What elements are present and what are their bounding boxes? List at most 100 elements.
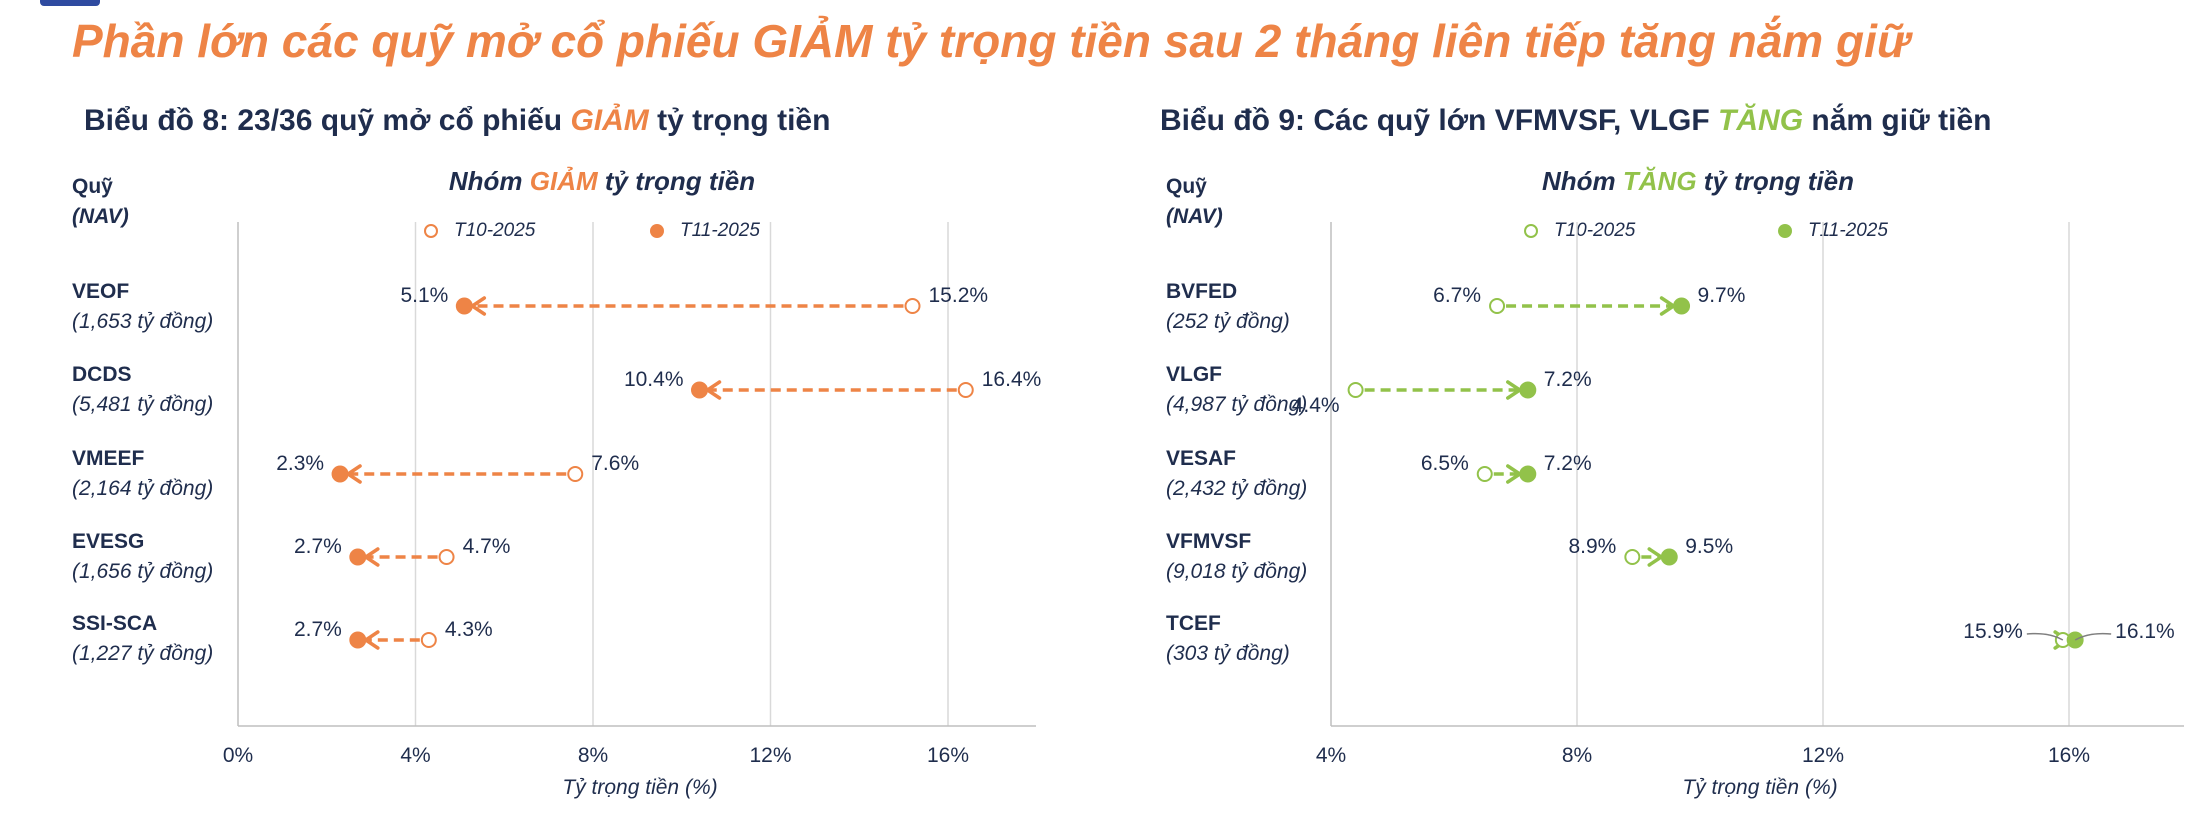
x-tick-label: 16% bbox=[2048, 744, 2090, 767]
chart-9-fund-label: BVFED (252 tỷ đồng) bbox=[1166, 277, 1290, 337]
t11-marker bbox=[1519, 465, 1537, 483]
t10-value-label: 7.6% bbox=[591, 452, 639, 475]
legend-filled-circle-icon bbox=[1778, 224, 1792, 238]
fund-nav: (2,432 tỷ đồng) bbox=[1166, 477, 1308, 500]
t11-value-label: 9.7% bbox=[1698, 284, 1746, 307]
x-tick-label: 16% bbox=[927, 744, 969, 767]
fund-name: BVFED bbox=[1166, 280, 1238, 303]
t10-value-label: 15.2% bbox=[929, 284, 989, 307]
page-title: Phần lớn các quỹ mở cổ phiếu GIẢM tỷ trọ… bbox=[72, 15, 1910, 67]
fund-name: EVESG bbox=[72, 530, 145, 553]
t11-marker bbox=[349, 631, 367, 649]
chart-8-title-suffix: tỷ trọng tiền bbox=[648, 104, 831, 137]
chart-9-y-header-name: Quỹ bbox=[1166, 175, 1207, 198]
chart-9-legend-t10-label: T10-2025 bbox=[1554, 220, 1636, 241]
chart-9-y-header-sub: (NAV) bbox=[1166, 205, 1223, 228]
chart-8-legend-t10: T10-2025 bbox=[424, 220, 535, 242]
fund-name: SSI-SCA bbox=[72, 612, 158, 635]
t11-value-label: 7.2% bbox=[1544, 452, 1592, 475]
chart-9-fund-label: VESAF (2,432 tỷ đồng) bbox=[1166, 444, 1307, 504]
fund-name: VLGF bbox=[1166, 363, 1222, 386]
chart-9-legend-t10: T10-2025 bbox=[1524, 220, 1635, 242]
fund-nav: (1,653 tỷ đồng) bbox=[72, 310, 214, 333]
t10-marker bbox=[438, 549, 455, 565]
leader-line bbox=[2074, 632, 2112, 641]
chart-9-legend-t11-label: T11-2025 bbox=[1808, 220, 1888, 241]
t10-marker bbox=[1489, 298, 1506, 314]
chart-9-y-header: Quỹ (NAV) bbox=[1166, 172, 1223, 232]
t11-marker bbox=[1673, 297, 1691, 315]
t11-marker bbox=[331, 465, 349, 483]
chart-8-fund-label: DCDS (5,481 tỷ đồng) bbox=[72, 360, 213, 420]
x-tick-label: 8% bbox=[1562, 744, 1592, 767]
x-tick-label: 4% bbox=[400, 744, 430, 767]
x-tick-label: 0% bbox=[223, 744, 253, 767]
chart-8-legend-t10-label: T10-2025 bbox=[454, 220, 536, 241]
t10-marker bbox=[1624, 549, 1641, 565]
fund-nav: (2,164 tỷ đồng) bbox=[72, 477, 214, 500]
t10-value-label: 16.4% bbox=[982, 368, 1042, 391]
t11-marker bbox=[455, 297, 473, 315]
chart-8-title: Biểu đồ 8: 23/36 quỹ mở cổ phiếu GIẢM tỷ… bbox=[84, 104, 830, 138]
t11-value-label: 5.1% bbox=[400, 284, 448, 307]
t10-value-label: 4.3% bbox=[445, 618, 493, 641]
chart-9-fund-label: TCEF (303 tỷ đồng) bbox=[1166, 609, 1290, 669]
t10-value-label: 6.5% bbox=[1421, 452, 1469, 475]
chart-9-group-suffix: tỷ trọng tiền bbox=[1696, 166, 1854, 196]
t11-marker bbox=[349, 548, 367, 566]
chart-9-title: Biểu đồ 9: Các quỹ lớn VFMVSF, VLGF TĂNG… bbox=[1160, 104, 1991, 138]
t11-marker bbox=[691, 381, 708, 399]
chart-9-group-prefix: Nhóm bbox=[1542, 166, 1623, 196]
chart-8-legend-t11-label: T11-2025 bbox=[680, 220, 760, 241]
t10-marker bbox=[957, 382, 974, 398]
t10-value-label: 6.7% bbox=[1433, 284, 1481, 307]
chart-9-title-highlight: TĂNG bbox=[1718, 104, 1804, 137]
fund-nav: (303 tỷ đồng) bbox=[1166, 642, 1290, 665]
fund-nav: (9,018 tỷ đồng) bbox=[1166, 560, 1308, 583]
chart-9-group-title: Nhóm TĂNG tỷ trọng tiền bbox=[1542, 166, 1854, 197]
t10-marker bbox=[567, 466, 584, 482]
fund-nav: (1,227 tỷ đồng) bbox=[72, 642, 214, 665]
chart-8-fund-label: SSI-SCA (1,227 tỷ đồng) bbox=[72, 609, 213, 669]
fund-name: DCDS bbox=[72, 363, 132, 386]
t10-value-label: 4.7% bbox=[463, 535, 511, 558]
chart-9-fund-label: VFMVSF (9,018 tỷ đồng) bbox=[1166, 527, 1307, 587]
t11-value-label: 2.7% bbox=[294, 535, 342, 558]
chart-9-group-highlight: TĂNG bbox=[1622, 166, 1697, 196]
x-tick-label: 8% bbox=[578, 744, 608, 767]
legend-open-circle-icon bbox=[1524, 224, 1538, 238]
fund-name: VMEEF bbox=[72, 447, 145, 470]
fund-nav: (5,481 tỷ đồng) bbox=[72, 393, 214, 416]
chart-8-group-highlight: GIẢM bbox=[529, 166, 598, 196]
chart-8-y-header: Quỹ (NAV) bbox=[72, 172, 129, 232]
fund-nav: (4,987 tỷ đồng) bbox=[1166, 393, 1308, 416]
t11-value-label: 9.5% bbox=[1685, 535, 1733, 558]
fund-name: VEOF bbox=[72, 280, 130, 303]
t11-value-label: 10.4% bbox=[624, 368, 684, 391]
chart-8-group-suffix: tỷ trọng tiền bbox=[597, 166, 756, 196]
chart-9-title-suffix: nắm giữ tiền bbox=[1803, 104, 1992, 137]
leader-line bbox=[2026, 632, 2064, 641]
chart-8-legend-t11: T11-2025 bbox=[650, 220, 760, 242]
chart-8-y-header-name: Quỹ bbox=[72, 175, 113, 198]
t11-marker bbox=[1519, 381, 1537, 399]
fund-nav: (252 tỷ đồng) bbox=[1166, 310, 1290, 333]
fund-name: VFMVSF bbox=[1166, 530, 1252, 553]
chart-8-y-header-sub: (NAV) bbox=[72, 205, 129, 228]
corner-accent bbox=[40, 0, 100, 6]
t10-marker bbox=[1476, 466, 1493, 482]
t10-marker bbox=[1347, 382, 1364, 398]
chart-8-fund-label: EVESG (1,656 tỷ đồng) bbox=[72, 527, 213, 587]
chart-9-fund-label: VLGF (4,987 tỷ đồng) bbox=[1166, 360, 1307, 420]
chart-9-legend-t11: T11-2025 bbox=[1778, 220, 1888, 242]
fund-name: TCEF bbox=[1166, 612, 1221, 635]
chart-8-title-highlight: GIẢM bbox=[570, 104, 649, 137]
x-tick-label: 12% bbox=[1802, 744, 1844, 767]
chart-8-group-title: Nhóm GIẢM tỷ trọng tiền bbox=[449, 166, 755, 197]
t11-value-label: 2.7% bbox=[294, 618, 342, 641]
fund-name: VESAF bbox=[1166, 447, 1237, 470]
x-tick-label: 4% bbox=[1316, 744, 1346, 767]
t10-value-label: 4.4% bbox=[1292, 394, 1340, 417]
t11-value-label: 16.1% bbox=[2115, 620, 2175, 643]
